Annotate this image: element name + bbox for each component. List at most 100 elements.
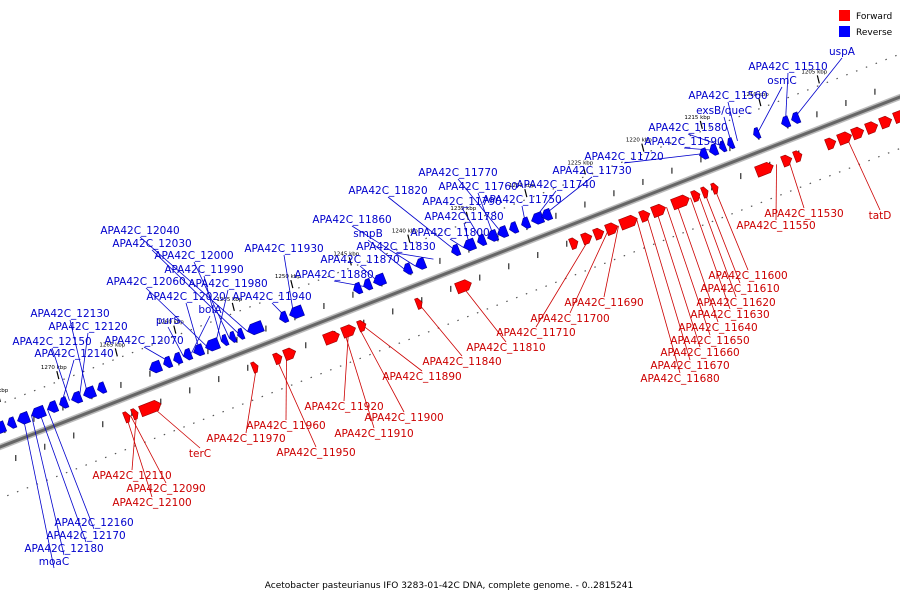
gene-label: APA42C_11750 [482, 194, 561, 206]
reverse-gene [477, 233, 488, 247]
reverse-gene [229, 330, 238, 343]
gene-label: APA42C_12100 [112, 497, 191, 509]
gene-label: APA42C_11650 [670, 335, 749, 347]
gene-label: APA42C_11660 [660, 347, 739, 359]
reverse-gene [727, 137, 736, 150]
gene-label: APA42C_12160 [54, 517, 133, 529]
reverse-gene [415, 256, 428, 270]
leader-line [461, 207, 482, 241]
reverse-gene [353, 281, 364, 295]
gene-label: APA42C_11590 [644, 136, 723, 148]
leader-line [418, 303, 463, 357]
gene-label: APA42C_11800 [410, 227, 489, 239]
leader-line [846, 136, 881, 211]
gene-label: moaC [39, 556, 69, 568]
leader-line [358, 326, 405, 413]
gene-label: APA42C_11630 [690, 309, 769, 321]
gene-label: APA42C_11980 [188, 278, 267, 290]
scale-tick-label: 1205 kbp [801, 69, 827, 75]
gene-label: APA42C_12170 [46, 530, 125, 542]
reverse-gene [541, 207, 554, 221]
reverse-gene [753, 126, 762, 140]
scale-tick [231, 302, 235, 312]
leader-line [359, 265, 378, 282]
gene-label: APA42C_12020 [146, 291, 225, 303]
forward-gene [340, 324, 356, 339]
scale-tick [290, 280, 294, 289]
reverse-gene [97, 381, 108, 394]
label-leader-lines [23, 57, 881, 569]
genome-backbone [0, 93, 900, 451]
gene-label: APA42C_12130 [30, 308, 109, 320]
forward-gene [836, 131, 852, 146]
gene-label: APA42C_11860 [312, 214, 391, 226]
gene-label: osmC [767, 75, 796, 87]
gene-label: APA42C_11550 [736, 220, 815, 232]
reverse-gene [279, 310, 290, 324]
leader-line [344, 332, 375, 429]
scale-tick-label: 1245 kbp [333, 251, 359, 257]
gene-label: APA42C_12000 [154, 250, 233, 262]
leader-line [457, 178, 502, 233]
leader-line [130, 415, 167, 484]
forward-gene [892, 109, 900, 124]
leader-line [666, 206, 711, 336]
gene-label: APA42C_11680 [640, 373, 719, 385]
leader-line [395, 252, 434, 260]
leader-line [193, 261, 230, 339]
forward-gene [272, 352, 283, 366]
scale-tick-label: 1215 kbp [684, 115, 710, 121]
leader-line [351, 225, 416, 267]
leader-line [714, 188, 749, 271]
scale-tick [56, 371, 60, 380]
leader-line [126, 416, 153, 498]
leader-line [775, 164, 777, 221]
forward-gene [122, 411, 131, 424]
leader-line [793, 57, 843, 120]
reverse-gene [163, 355, 174, 369]
reverse-gene [363, 277, 374, 291]
gene-label: APA42C_12060 [106, 276, 185, 288]
gene-label: APA42C_11820 [348, 185, 427, 197]
gene-label: APA42C_12180 [24, 543, 103, 555]
gene-label: APA42C_11920 [304, 401, 383, 413]
reverse-gene [451, 243, 462, 257]
forward-gene [780, 154, 793, 168]
gene-label: APA42C_11830 [356, 241, 435, 253]
gene-label: APA42C_12150 [12, 336, 91, 348]
gene-label: APA42C_11780 [424, 211, 503, 223]
legend-label-reverse: Reverse [856, 28, 893, 38]
reverse-gene [509, 221, 520, 234]
gene-label: tatD [869, 210, 892, 222]
gene-label: APA42C_11710 [496, 327, 575, 339]
forward-gene [568, 237, 579, 250]
gene-label: uspA [829, 46, 856, 58]
legend-label-forward: Forward [856, 12, 892, 22]
leader-line [151, 249, 240, 335]
gene-label: APA42C_11940 [232, 291, 311, 303]
reverse-gene [205, 337, 221, 352]
reverse-gene [193, 343, 206, 357]
gene-label: APA42C_11870 [320, 254, 399, 266]
gene-label: APA42C_11740 [516, 179, 595, 191]
leader-line [23, 418, 55, 569]
leader-line [698, 194, 737, 298]
reverse-gene [237, 327, 246, 340]
scale-tick [641, 143, 645, 152]
reverse-gene [487, 228, 500, 242]
gene-label: terC [189, 448, 211, 460]
leader-line [788, 159, 805, 209]
forward-gene [824, 137, 837, 151]
scale-tick-label: 1220 kbp [626, 138, 652, 144]
leader-line [215, 289, 229, 344]
figure-caption: Acetobacter pasteurianus IFO 3283-01-42C… [265, 581, 633, 591]
scale-tick-label: 1235 kbp [450, 206, 476, 212]
reverse-gene [719, 140, 728, 153]
reverse-gene [59, 396, 70, 409]
gene-label: exsB/queC [696, 105, 752, 117]
gene-label: APA42C_11730 [552, 165, 631, 177]
gene-label: APA42C_11960 [246, 420, 325, 432]
scale-tick-label: 1260 kbp [158, 320, 184, 326]
forward-gene [700, 186, 709, 199]
